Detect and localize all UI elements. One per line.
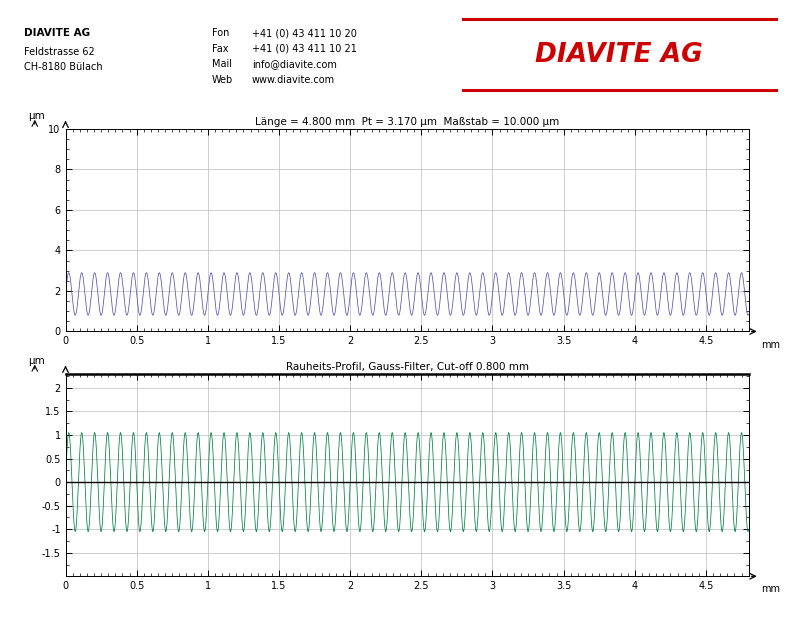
Text: CH-8180 Bülach: CH-8180 Bülach [24, 62, 102, 72]
Text: Fax: Fax [212, 44, 229, 54]
Text: µm: µm [28, 356, 45, 366]
Text: Web: Web [212, 75, 233, 85]
Text: +41 (0) 43 411 10 21: +41 (0) 43 411 10 21 [252, 44, 356, 54]
Text: info@diavite.com: info@diavite.com [252, 59, 336, 69]
Text: mm: mm [761, 340, 780, 350]
Text: +41 (0) 43 411 10 20: +41 (0) 43 411 10 20 [252, 28, 356, 38]
Text: DIAVITE AG: DIAVITE AG [24, 28, 90, 38]
Text: µm: µm [28, 111, 45, 121]
Text: Feldstrasse 62: Feldstrasse 62 [24, 47, 95, 57]
Title: Länge = 4.800 mm  Pt = 3.170 µm  Maßstab = 10.000 µm: Länge = 4.800 mm Pt = 3.170 µm Maßstab =… [255, 117, 559, 127]
Text: Fon: Fon [212, 28, 229, 38]
Text: mm: mm [761, 584, 780, 594]
Title: Rauheits-Profil, Gauss-Filter, Cut-off 0.800 mm: Rauheits-Profil, Gauss-Filter, Cut-off 0… [285, 361, 529, 372]
Text: www.diavite.com: www.diavite.com [252, 75, 335, 85]
Text: DIAVITE AG: DIAVITE AG [535, 42, 703, 67]
Text: Mail: Mail [212, 59, 232, 69]
